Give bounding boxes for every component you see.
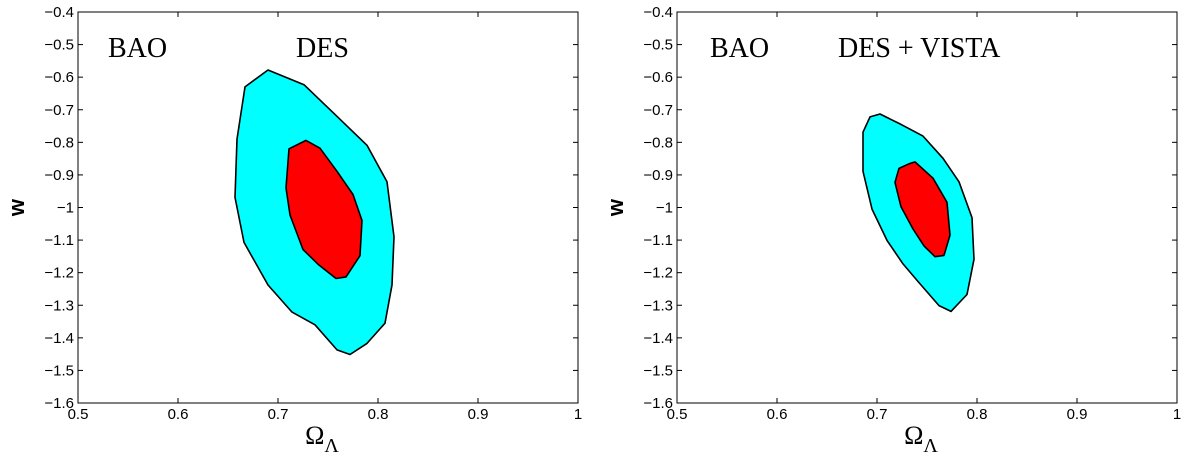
- contour-inner-region: [285, 139, 363, 280]
- y-tick-label: −0.6: [643, 69, 673, 86]
- y-tick-label: −1.3: [643, 297, 673, 314]
- x-tick-label: 0.8: [967, 406, 988, 423]
- y-axis-title: w: [603, 198, 628, 217]
- x-axis-title-main: Ω: [305, 421, 324, 450]
- x-tick-label: 1: [1173, 406, 1181, 423]
- x-tick-label: 0.6: [168, 406, 189, 423]
- y-tick-label: −0.7: [643, 102, 673, 119]
- y-tick-label: −0.9: [44, 167, 74, 184]
- y-tick-label: −1: [57, 200, 74, 217]
- x-tick-label: 1: [574, 406, 582, 423]
- x-axis-title: ΩΛ: [904, 421, 938, 457]
- y-axis-title: w: [4, 198, 29, 217]
- x-tick-label: 0.9: [1067, 406, 1088, 423]
- y-tick-label: −1: [656, 200, 673, 217]
- y-tick-label: −1.5: [44, 362, 74, 379]
- x-tick-label: 0.5: [68, 406, 89, 423]
- x-axis-title-subscript: Λ: [923, 435, 938, 457]
- y-tick-label: −0.8: [643, 134, 673, 151]
- x-axis-title-main: Ω: [904, 421, 923, 450]
- x-tick-label: 0.6: [767, 406, 788, 423]
- annotation-survey: DES: [296, 33, 349, 64]
- y-tick-label: −0.4: [44, 4, 74, 21]
- y-tick-label: −0.5: [44, 37, 74, 54]
- y-tick-label: −1.6: [44, 395, 74, 412]
- y-tick-label: −0.7: [44, 102, 74, 119]
- panel-bao-des: 0.5 0.6 0.7 0.8 0.9 1 −0.4 −0.5 −0.6 −0.7 −0.8 −0.9…: [4, 4, 582, 457]
- x-axis-title-subscript: Λ: [324, 435, 339, 457]
- y-tick-label: −0.9: [643, 167, 673, 184]
- y-tick-label: −0.4: [643, 4, 673, 21]
- y-tick-label: −1.5: [643, 362, 673, 379]
- x-tick-label: 0.7: [268, 406, 289, 423]
- y-tick-label: −1.2: [643, 265, 673, 282]
- contour-inner-region: [894, 161, 951, 258]
- y-tick-label: −1.3: [44, 297, 74, 314]
- y-tick-label: −0.5: [643, 37, 673, 54]
- y-tick-label: −1.2: [44, 265, 74, 282]
- y-tick-label: −0.8: [44, 134, 74, 151]
- y-tick-label: −1.1: [44, 232, 74, 249]
- panel-bao-des-vista: 0.5 0.6 0.7 0.8 0.9 1 −0.4 −0.5 −0.6 −0.7 −0.8 −0.9…: [603, 4, 1181, 457]
- x-axis-title: ΩΛ: [305, 421, 339, 457]
- annotation-method: BAO: [710, 33, 769, 64]
- y-tick-label: −1.4: [643, 330, 673, 347]
- x-tick-label: 0.7: [867, 406, 888, 423]
- y-tick-label: −0.6: [44, 69, 74, 86]
- y-tick-label: −1.6: [643, 395, 673, 412]
- annotation-survey: DES + VISTA: [838, 33, 1001, 64]
- y-tick-label: −1.1: [643, 232, 673, 249]
- x-tick-label: 0.5: [667, 406, 688, 423]
- x-tick-label: 0.8: [368, 406, 389, 423]
- x-tick-label: 0.9: [468, 406, 489, 423]
- annotation-method: BAO: [108, 33, 167, 64]
- y-tick-label: −1.4: [44, 330, 74, 347]
